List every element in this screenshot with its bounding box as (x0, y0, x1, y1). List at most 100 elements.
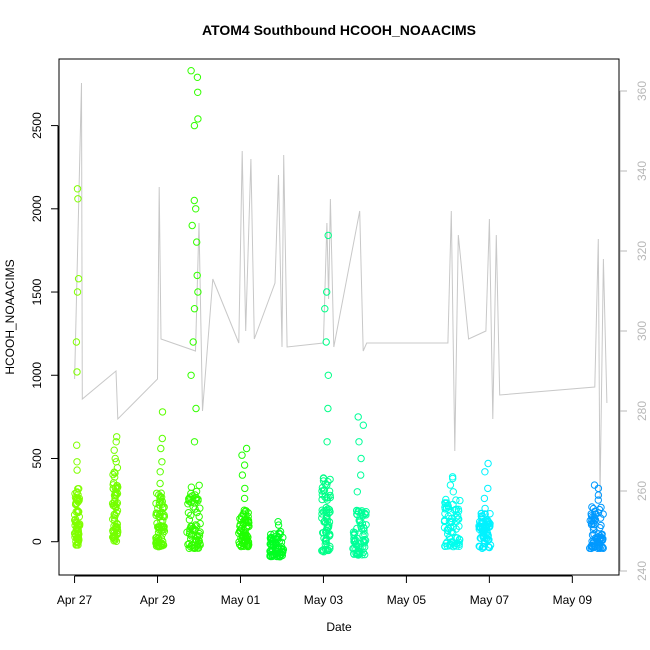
data-point (447, 538, 455, 546)
data-point (479, 517, 487, 526)
data-point (480, 494, 489, 503)
data-point (192, 205, 200, 213)
data-point (158, 434, 167, 443)
data-point (350, 530, 358, 538)
data-point (478, 529, 486, 537)
data-point (358, 551, 366, 559)
data-point (238, 451, 246, 459)
data-point (193, 73, 202, 82)
data-point (72, 338, 81, 346)
data-point (274, 521, 283, 529)
data-point (159, 541, 168, 549)
data-point (350, 550, 358, 558)
data-point (599, 510, 607, 518)
data-point (73, 441, 81, 449)
data-point (187, 67, 195, 75)
data-point (359, 421, 367, 429)
series-2018-05-09 (586, 481, 607, 553)
data-point (109, 470, 117, 479)
data-point (240, 461, 249, 469)
data-point (588, 503, 596, 511)
y-tick-label: 2000 (30, 195, 44, 222)
data-point (158, 408, 167, 416)
data-point (362, 508, 370, 516)
data-point (323, 288, 331, 296)
data-point (446, 509, 455, 517)
data-point (185, 516, 194, 524)
x-tick-label: Apr 29 (140, 593, 176, 607)
data-point (353, 541, 361, 550)
data-point (73, 185, 82, 193)
data-point (354, 413, 362, 421)
data-point (484, 484, 492, 493)
data-point (194, 288, 202, 296)
series-2018-05-02 (266, 518, 288, 561)
data-point (111, 484, 120, 492)
data-point (195, 512, 203, 521)
data-point (187, 541, 196, 549)
data-point (196, 519, 204, 528)
data-point (595, 505, 604, 514)
data-point (153, 519, 161, 527)
y2-tick-label: 340 (635, 161, 649, 181)
data-point (325, 518, 334, 526)
data-point (350, 537, 359, 545)
data-point (190, 196, 199, 205)
y-tick-label: 1000 (30, 362, 44, 389)
data-point (452, 540, 461, 548)
data-point (74, 520, 82, 528)
data-point (74, 523, 82, 531)
data-point (193, 271, 201, 280)
data-point (322, 338, 330, 346)
data-point (111, 454, 119, 463)
x-tick-label: May 01 (221, 593, 261, 607)
series-2018-05-01 (235, 444, 253, 551)
data-point (449, 488, 457, 496)
x-tick-label: May 05 (387, 593, 427, 607)
plot-area (58, 58, 620, 576)
data-point (195, 481, 203, 489)
data-point (274, 518, 282, 526)
data-point (326, 545, 334, 553)
data-point (590, 481, 599, 489)
data-point (442, 495, 450, 504)
chart-title: ATOM4 Southbound HCOOH_NOAACIMS (202, 22, 476, 38)
x-tick-label: May 07 (470, 593, 510, 607)
data-point (443, 499, 451, 507)
data-point (448, 517, 456, 526)
data-point (354, 508, 363, 516)
data-point (325, 487, 334, 495)
data-point (155, 501, 164, 509)
data-point (597, 521, 605, 530)
secondary-line-series (74, 82, 608, 500)
data-point (590, 530, 598, 538)
data-point (321, 305, 329, 313)
y2-tick-label: 260 (635, 481, 649, 501)
data-point (73, 288, 82, 296)
data-point (112, 438, 120, 446)
series-2018-05-07 (475, 459, 495, 552)
series-2018-04-29 (152, 408, 169, 551)
data-point (479, 543, 487, 551)
data-point (156, 513, 164, 521)
data-point (484, 459, 492, 468)
data-point (320, 517, 329, 525)
data-point (189, 526, 197, 534)
data-point (455, 522, 463, 530)
data-point (358, 520, 367, 528)
data-point (355, 438, 363, 446)
y-axis: 0 500 1000 1500 2000 2500 (30, 112, 59, 545)
data-point (112, 522, 120, 530)
data-point (481, 510, 489, 518)
data-point (454, 515, 462, 523)
data-point (594, 496, 602, 504)
data-point (193, 238, 201, 246)
data-point (455, 540, 463, 548)
data-point (113, 530, 122, 539)
data-point (74, 538, 82, 546)
data-point (156, 542, 165, 550)
y-tick-label: 2500 (30, 112, 44, 139)
data-point (275, 529, 283, 537)
data-point (188, 221, 196, 230)
data-point (113, 464, 122, 472)
